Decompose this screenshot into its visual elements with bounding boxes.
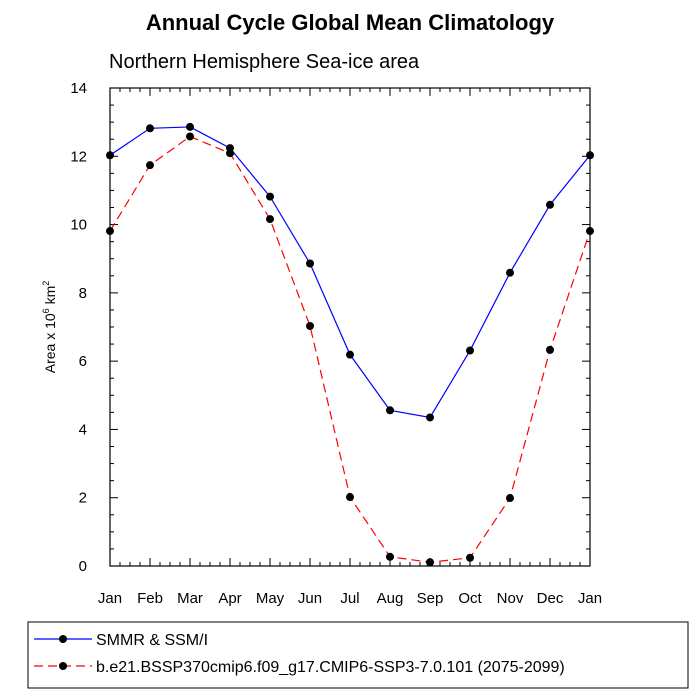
data-point — [106, 227, 114, 236]
data-point — [386, 552, 394, 561]
x-tick-label: Mar — [177, 590, 203, 607]
legend: SMMR & SSM/I b.e21.BSSP370cmip6.f09_g17.C… — [27, 621, 689, 689]
series-line — [109, 126, 591, 419]
chart-subtitle: Northern Hemisphere Sea-ice area — [109, 51, 420, 73]
legend-marker — [59, 635, 67, 643]
data-point — [266, 215, 274, 224]
data-point — [186, 132, 194, 141]
data-point — [546, 345, 554, 354]
data-point — [226, 149, 234, 158]
series-layer — [106, 122, 594, 567]
data-point — [506, 494, 514, 503]
x-tick-label: Jan — [578, 590, 602, 607]
data-point — [186, 122, 194, 131]
data-point — [586, 151, 594, 160]
data-point — [386, 406, 394, 415]
x-tick-label: Feb — [137, 590, 163, 607]
x-tick-label: Nov — [497, 590, 524, 607]
data-point — [266, 192, 274, 201]
data-point — [146, 124, 154, 133]
legend-box — [27, 621, 689, 689]
data-point — [426, 413, 434, 422]
data-point — [466, 346, 474, 355]
y-tick-label: 4 — [79, 421, 87, 438]
data-point — [346, 350, 354, 359]
x-tick-label: Apr — [218, 590, 241, 607]
x-tick-label: Jul — [340, 590, 359, 607]
x-tick-label: Jun — [298, 590, 322, 607]
y-axis-label-exp1: 6 — [41, 308, 51, 313]
data-point — [306, 321, 314, 330]
y-tick-label: 10 — [70, 217, 87, 234]
data-point — [346, 493, 354, 502]
y-tick-label: 2 — [79, 490, 87, 507]
x-tick-label: Oct — [458, 590, 482, 607]
data-point — [106, 151, 114, 160]
legend-marker — [59, 662, 67, 670]
data-point — [426, 558, 434, 567]
y-tick-label: 0 — [79, 558, 87, 575]
x-tick-label: Dec — [537, 590, 564, 607]
data-point — [546, 200, 554, 209]
x-tick-label: Aug — [377, 590, 404, 607]
legend-label: SMMR & SSM/I — [96, 632, 208, 649]
series-1 — [106, 122, 594, 422]
x-tick-label: May — [256, 590, 285, 607]
y-axis-label-exp2: 2 — [41, 281, 51, 286]
chart-title: Annual Cycle Global Mean Climatology — [146, 10, 555, 35]
data-point — [466, 553, 474, 562]
legend-label: b.e21.BSSP370cmip6.f09_g17.CMIP6-SSP3-7.… — [96, 659, 565, 676]
data-point — [306, 259, 314, 268]
y-tick-label: 12 — [70, 148, 87, 165]
data-point — [506, 268, 514, 277]
x-tick-label: Jan — [98, 590, 122, 607]
data-point — [586, 227, 594, 236]
y-axis-label: Area x 106 km2 — [41, 281, 58, 374]
y-tick-label: 14 — [70, 80, 87, 97]
y-axis: 0 2 4 6 8 10 12 14 — [70, 80, 590, 575]
x-tick-label: Sep — [417, 590, 444, 607]
series-2 — [106, 132, 594, 567]
data-point — [146, 161, 154, 170]
y-axis-label-prefix: Area x 10 — [42, 313, 58, 373]
x-axis: Jan Feb Mar Apr May Jun Jul Aug Sep Oct Nov Dec Jan — [98, 88, 602, 607]
plot-area: Jan Feb Mar Apr May Jun Jul Aug Sep Oct Nov Dec Jan … — [70, 80, 602, 607]
y-axis-label-mid: km — [42, 286, 58, 309]
y-tick-label: 8 — [79, 285, 87, 302]
y-tick-label: 6 — [79, 353, 87, 370]
